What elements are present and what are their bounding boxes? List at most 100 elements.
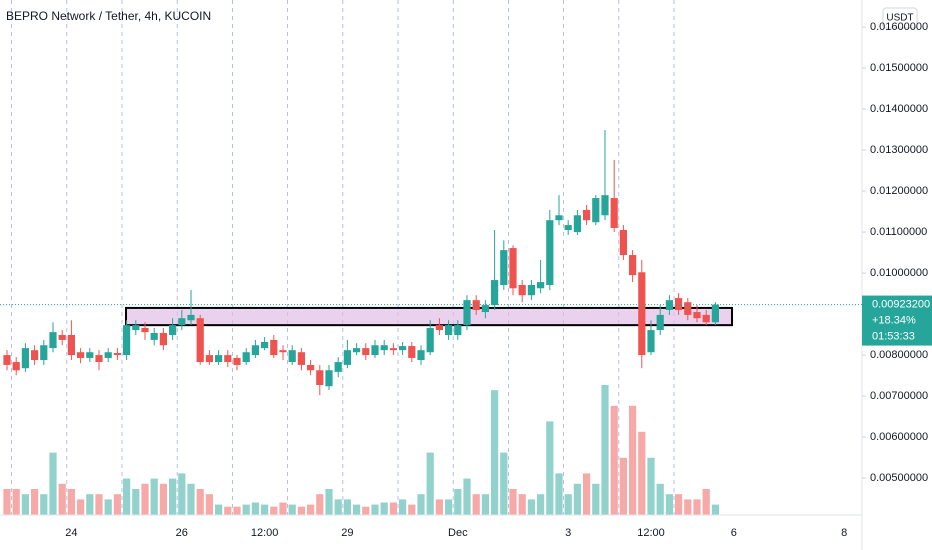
- candle-body: [555, 215, 563, 221]
- candle-body: [583, 209, 591, 221]
- candle-body: [3, 355, 11, 365]
- volume-bar: [371, 504, 379, 515]
- candle-body: [205, 355, 213, 363]
- x-tick-label: 3: [565, 527, 571, 539]
- candle-body: [150, 332, 158, 340]
- volume-bar: [481, 494, 489, 515]
- volume-bar: [67, 489, 75, 515]
- volume-bar: [205, 494, 213, 515]
- candle-body: [288, 350, 296, 363]
- volume-bar: [159, 483, 167, 515]
- volume-bar: [610, 405, 618, 515]
- candle-body: [518, 284, 526, 296]
- price-tag-text: 01:53:33: [872, 330, 915, 342]
- candle-body: [77, 352, 85, 358]
- candle-body: [297, 352, 305, 365]
- volume-bar: [454, 489, 462, 515]
- volume-bar: [573, 483, 581, 515]
- y-tick-label: 0.01200000: [870, 185, 928, 197]
- volume-bar: [353, 504, 361, 515]
- candle-body: [711, 304, 719, 323]
- volume-bar: [592, 483, 600, 515]
- x-tick-label: Dec: [448, 527, 468, 539]
- candle-body: [251, 345, 259, 356]
- session-lines: [11, 0, 675, 515]
- candle-body: [647, 330, 655, 353]
- candle-body: [629, 255, 637, 276]
- candle-body: [481, 305, 489, 313]
- candle-body: [702, 314, 710, 323]
- candle-body: [261, 341, 269, 349]
- x-tick-label: 12:00: [251, 527, 279, 539]
- volume-bar: [141, 483, 149, 515]
- volume-bar: [31, 489, 39, 515]
- currency-button[interactable]: [882, 7, 918, 29]
- y-tick-label: 0.00700000: [870, 390, 928, 402]
- volume-bar: [49, 452, 57, 515]
- candle-body: [454, 325, 462, 335]
- candle-body: [408, 346, 416, 358]
- chart-title: BEPRO Network / Tether, 4h, KUCOIN: [6, 9, 211, 23]
- volume-bar: [3, 489, 11, 515]
- volume-bar: [389, 502, 397, 515]
- price-tag-text: 0.00923200: [872, 298, 930, 310]
- candle-body: [389, 348, 397, 351]
- volume-bar: [325, 489, 333, 515]
- volume-bar: [500, 452, 508, 515]
- volume-bar: [215, 504, 223, 515]
- candle-body: [537, 282, 545, 289]
- volume-bar: [343, 499, 351, 515]
- candle-body: [684, 302, 692, 315]
- volume-bar: [251, 502, 259, 515]
- candle-body: [546, 220, 554, 285]
- volume-bar: [178, 473, 186, 515]
- candle-body: [113, 353, 121, 356]
- volume-bar: [242, 504, 250, 515]
- candle-body: [426, 328, 434, 353]
- plot: [3, 129, 733, 515]
- candle-body: [31, 350, 39, 361]
- candle-body: [445, 325, 453, 335]
- candle-body: [67, 334, 75, 356]
- volume-bar: [270, 506, 278, 515]
- x-tick-label: 12:00: [637, 527, 665, 539]
- candle-body: [95, 355, 103, 363]
- volume-bar: [555, 473, 563, 515]
- volume-bar: [380, 502, 388, 515]
- volume-bar: [702, 489, 710, 515]
- candle-body: [40, 345, 48, 361]
- y-tick-label: 0.01300000: [870, 144, 928, 156]
- candle-body: [417, 350, 425, 361]
- candle-body: [491, 280, 499, 306]
- volume-bar: [638, 431, 646, 515]
- zone: [125, 306, 733, 327]
- candle-body: [399, 346, 407, 351]
- candle-body: [638, 272, 646, 356]
- volume-bar: [150, 478, 158, 515]
- volume-bar: [518, 494, 526, 515]
- candle-body: [12, 362, 20, 371]
- y-tick-label: 0.01600000: [870, 21, 928, 33]
- candle-body: [242, 352, 250, 363]
- volume-bar: [509, 489, 517, 515]
- candle-body: [573, 215, 581, 233]
- candle-body: [463, 300, 471, 326]
- volume-bar: [297, 506, 305, 515]
- volume-bar: [693, 499, 701, 515]
- candle-body: [58, 334, 66, 340]
- volume-bar: [95, 494, 103, 515]
- price-tag-text: +18.34%: [872, 314, 916, 326]
- volume-bar: [537, 494, 545, 515]
- volume-bar: [647, 457, 655, 515]
- volume-bar: [665, 494, 673, 515]
- candle-body: [141, 328, 149, 333]
- volume-bar: [445, 499, 453, 515]
- volume-bar: [40, 494, 48, 515]
- volume-bar: [187, 483, 195, 515]
- currency-label: USDT: [886, 13, 913, 24]
- y-tick-label: 0.00500000: [870, 472, 928, 484]
- volume-bar: [583, 473, 591, 515]
- candle-body: [270, 339, 278, 356]
- x-tick-label: 6: [731, 527, 737, 539]
